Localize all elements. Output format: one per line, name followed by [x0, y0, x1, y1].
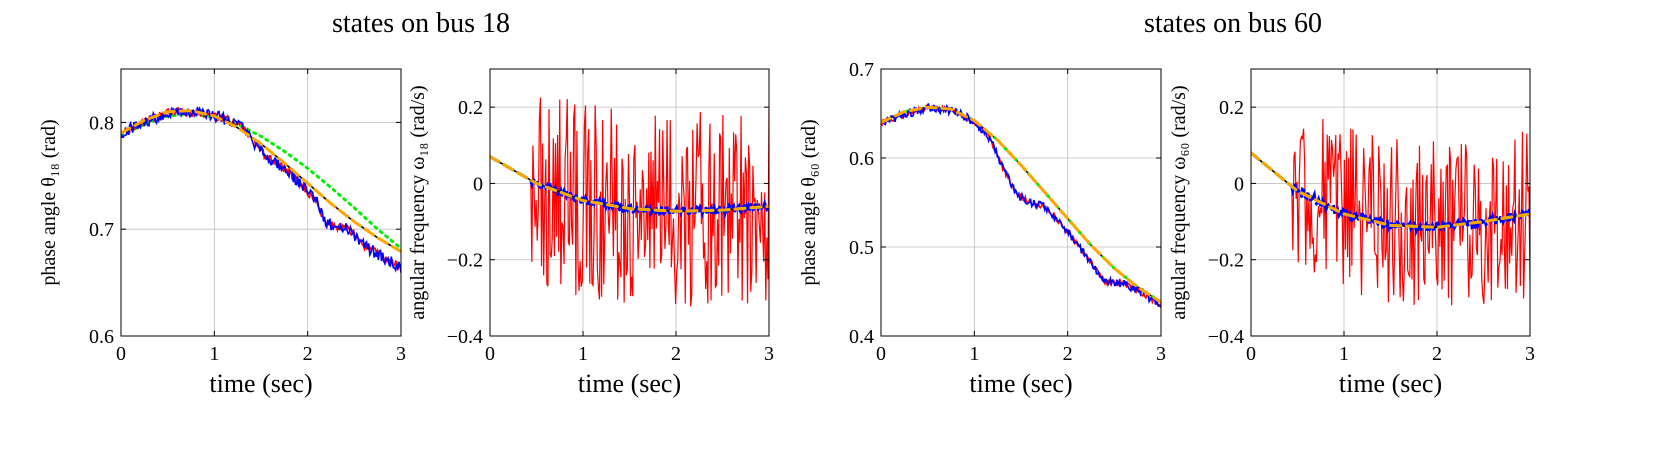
series-line-4 [490, 155, 769, 213]
series-line-0 [1251, 118, 1530, 306]
series-line-4 [1251, 151, 1530, 229]
x-tick-label: 0 [485, 343, 495, 365]
y-tick-label: 0 [473, 173, 483, 195]
y-tick-label: 0.7 [89, 219, 114, 241]
series-line-1 [121, 112, 401, 250]
series-line-2 [1251, 151, 1530, 237]
x-tick-label: 3 [396, 343, 406, 365]
chart-theta60: 0 1 2 3 0.4 0.5 0.6 0.7 time (sec) phase angle θ₆… [798, 59, 1166, 398]
x-tick-label: 3 [1525, 343, 1535, 365]
x-tick-label: 3 [764, 343, 774, 365]
group-title-bus-60: states on bus 60 [1144, 8, 1322, 39]
series-line-2 [881, 104, 1161, 308]
y-tick-label: −0.4 [1208, 326, 1244, 348]
chart-theta18: 0 1 2 3 0.6 0.7 0.8 time (sec) phase angle θ₁₈ (… [38, 68, 406, 398]
y-tick-label: 0.2 [458, 97, 483, 119]
series-line-4 [121, 109, 401, 254]
x-tick-label: 2 [1063, 343, 1073, 365]
y-tick-label: 0.2 [1219, 97, 1244, 119]
plot-frame [880, 68, 1162, 337]
x-axis-label: time (sec) [209, 369, 312, 398]
series-line-0 [490, 97, 769, 307]
x-axis-label: time (sec) [1339, 369, 1442, 398]
y-axis-label: angular frequency ω₁₈ (rad/s) [407, 85, 429, 319]
x-tick-label: 1 [969, 343, 979, 365]
x-axis-label: time (sec) [969, 369, 1072, 398]
y-tick-label: −0.4 [447, 326, 483, 348]
x-tick-label: 1 [209, 343, 219, 365]
y-axis-label: angular frequency ω₆₀ (rad/s) [1168, 85, 1190, 319]
y-tick-label: −0.2 [1208, 250, 1244, 272]
x-tick-label: 2 [1432, 343, 1442, 365]
y-tick-label: 0.8 [89, 112, 114, 134]
y-axis-label: phase angle θ₆₀ (rad) [798, 119, 820, 285]
y-tick-label: 0.5 [849, 237, 874, 259]
chart-omega18: 0 1 2 3 −0.4 −0.2 0 0.2 time (sec) angular freque… [407, 68, 774, 398]
series-line-3 [881, 103, 1161, 308]
x-tick-label: 3 [1156, 343, 1166, 365]
plot-frame [1250, 68, 1531, 337]
chart-omega60: 0 1 2 3 −0.4 −0.2 0 0.2 time (sec) angular freque… [1168, 68, 1535, 398]
y-tick-label: 0.6 [849, 148, 874, 170]
group-title-bus-18: states on bus 18 [332, 8, 510, 39]
y-tick-label: 0.6 [89, 326, 114, 348]
series-line-4 [881, 105, 1161, 304]
plot-frame [120, 68, 402, 337]
x-axis-label: time (sec) [578, 369, 681, 398]
x-tick-label: 0 [1246, 343, 1256, 365]
y-tick-label: 0.4 [849, 326, 874, 348]
x-tick-label: 1 [578, 343, 588, 365]
series-line-0 [121, 109, 401, 253]
x-tick-label: 1 [1339, 343, 1349, 365]
y-tick-label: 0 [1234, 173, 1244, 195]
series-line-2 [121, 106, 401, 271]
x-tick-label: 0 [116, 343, 126, 365]
y-tick-label: −0.2 [447, 250, 483, 272]
x-tick-label: 0 [876, 343, 886, 365]
plot-frame [489, 68, 770, 337]
series-line-3 [121, 106, 401, 274]
y-axis-label: phase angle θ₁₈ (rad) [38, 119, 60, 285]
y-tick-label: 0.7 [849, 59, 874, 81]
x-tick-label: 2 [303, 343, 313, 365]
x-tick-label: 2 [671, 343, 681, 365]
